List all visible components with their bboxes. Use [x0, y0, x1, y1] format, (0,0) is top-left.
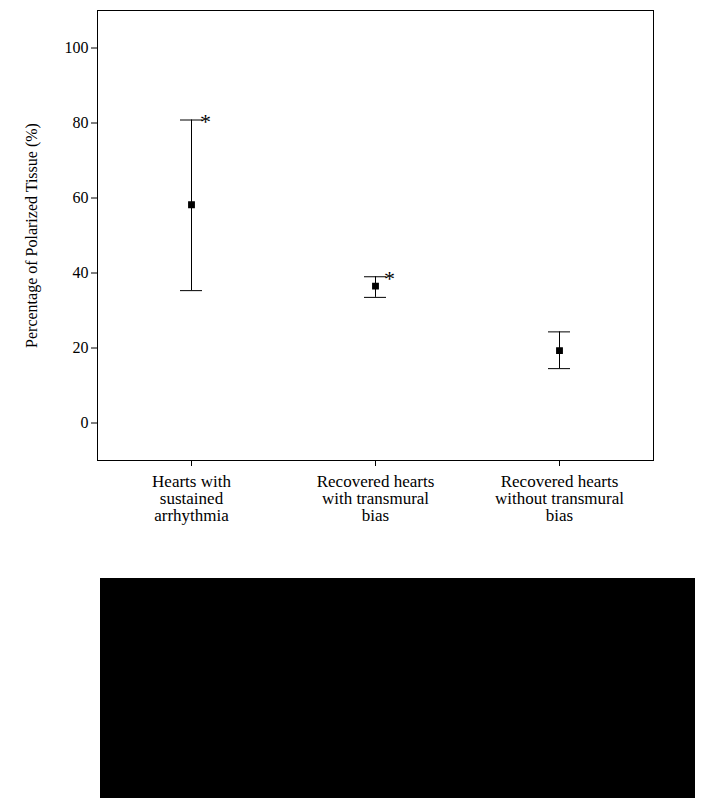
svg-text:Recovered heartswith transmura: Recovered heartswith transmuralbias — [317, 472, 435, 525]
svg-text:40: 40 — [73, 264, 89, 281]
svg-text:0: 0 — [81, 414, 89, 431]
svg-text:*: * — [200, 109, 211, 134]
svg-text:Percentage of Polarized Tissue: Percentage of Polarized Tissue (%) — [23, 123, 41, 348]
svg-text:100: 100 — [65, 39, 89, 56]
svg-text:80: 80 — [73, 114, 89, 131]
svg-text:Recovered heartswithout transm: Recovered heartswithout transmuralbias — [495, 472, 624, 525]
svg-text:20: 20 — [73, 339, 89, 356]
svg-text:*: * — [384, 266, 395, 291]
svg-text:60: 60 — [73, 189, 89, 206]
svg-text:Hearts withsustainedarrhythmia: Hearts withsustainedarrhythmia — [152, 472, 231, 525]
